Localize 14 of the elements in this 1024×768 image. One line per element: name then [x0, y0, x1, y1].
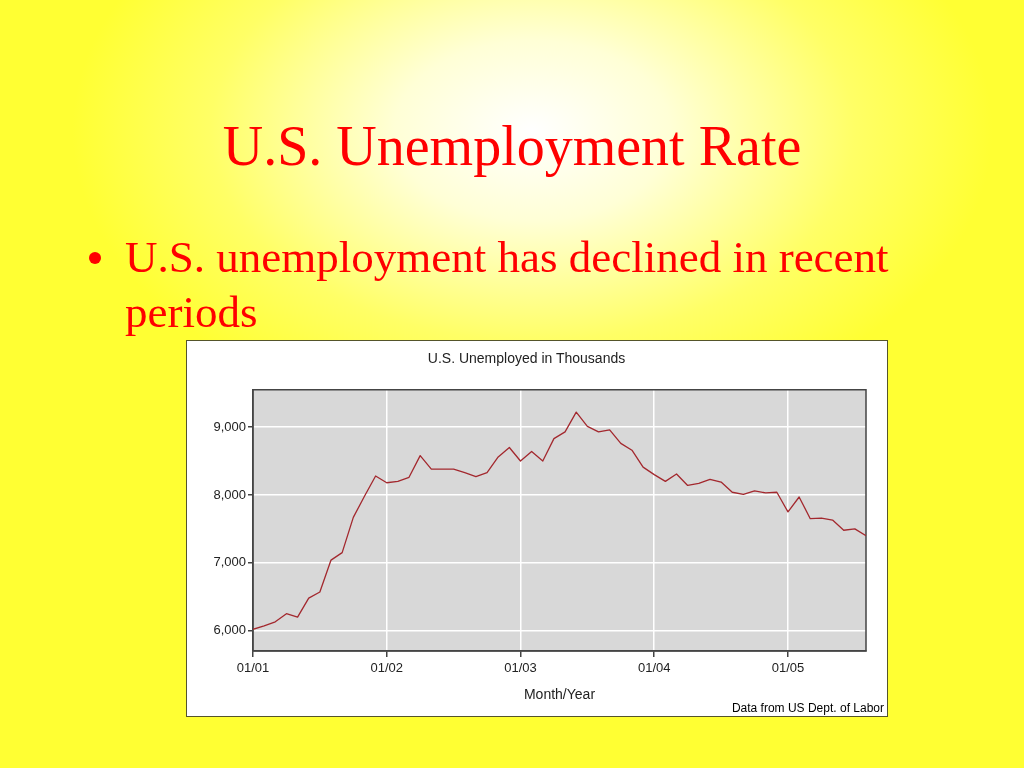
x-axis-title: Month/Year — [523, 686, 596, 703]
x-tick-label: 01/02 — [370, 660, 404, 676]
chart-subtitle: U.S. Unemployed in Thousands — [427, 350, 626, 367]
x-tick-label: 01/03 — [504, 660, 537, 676]
chart-title: U.S. Unemployment Rate — [221, 114, 803, 179]
y-tick-label: 8,000 — [213, 486, 246, 502]
y-tick-label: 7,000 — [213, 554, 246, 570]
x-tick-label: 01/05 — [771, 660, 805, 676]
x-tick-label: 01/04 — [637, 660, 671, 676]
text: U.S. unemployment has declined in recent periods — [125, 231, 890, 339]
y-tick-label: 6,000 — [213, 622, 246, 638]
y-tick-label: 9,000 — [213, 418, 246, 434]
x-tick-label: 01/01 — [236, 660, 270, 676]
text: Data from US Dept. of Labor — [731, 701, 884, 715]
